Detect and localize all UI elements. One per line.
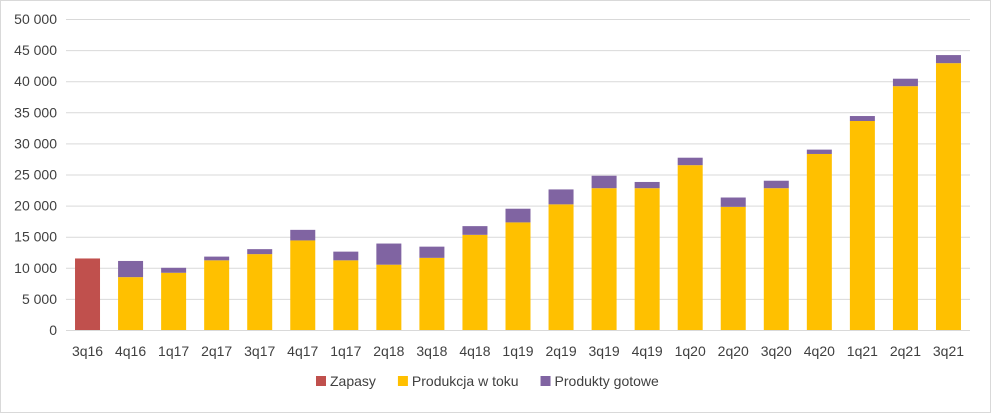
bar-segment	[634, 181, 660, 189]
bar-segment	[161, 272, 187, 330]
bar-segment	[204, 256, 230, 261]
x-tick-label: 2q19	[545, 343, 576, 359]
bar-segment	[935, 55, 961, 64]
x-tick-label: 2q17	[201, 343, 232, 359]
bar-segment	[247, 254, 273, 330]
x-tick-label: 4q16	[115, 343, 146, 359]
x-tick-label: 4q20	[804, 343, 835, 359]
bar-segment	[204, 260, 230, 330]
bar-segment	[333, 260, 359, 330]
bar-segment	[462, 226, 488, 235]
y-axis-ticks: 0 5 000 10 000 15 000 20 000 25 000 30 000 35 0…	[14, 11, 57, 338]
bar-segment	[118, 277, 144, 330]
x-tick-label: 1q17	[158, 343, 189, 359]
x-tick-label: 2q18	[373, 343, 404, 359]
bar-segment	[849, 116, 875, 122]
y-tick-label: 40 000	[14, 73, 57, 89]
y-tick-label: 5 000	[22, 291, 57, 307]
y-tick-label: 25 000	[14, 167, 57, 183]
bar-segment	[548, 189, 574, 205]
bar-segment	[118, 260, 144, 278]
bar-segment	[849, 121, 875, 331]
bar-segment	[333, 251, 359, 261]
bar-segment	[161, 267, 187, 273]
x-tick-label: 3q21	[933, 343, 964, 359]
y-tick-label: 50 000	[14, 11, 57, 27]
y-tick-label: 35 000	[14, 104, 57, 120]
bar-segment	[247, 249, 273, 255]
legend-label: Zapasy	[330, 373, 376, 389]
x-tick-label: 4q19	[632, 343, 663, 359]
bar-segment	[720, 197, 746, 207]
legend-swatch	[540, 376, 551, 386]
y-tick-label: 20 000	[14, 198, 57, 214]
x-tick-label: 3q20	[761, 343, 792, 359]
bar-segment	[763, 180, 789, 189]
bar-segment	[290, 240, 316, 330]
x-tick-label: 2q21	[890, 343, 921, 359]
x-tick-label: 3q17	[244, 343, 275, 359]
bar-segment	[419, 246, 445, 258]
bar-segment	[677, 165, 703, 330]
bar-segment	[75, 258, 101, 330]
legend-label: Produkty gotowe	[555, 373, 659, 389]
legend-swatch	[316, 376, 326, 386]
bar-segment	[462, 234, 488, 330]
legend: Zapasy Produkcja w toku Produkty gotowe	[316, 373, 659, 389]
bar-segment	[806, 149, 832, 154]
bar-segment	[548, 204, 574, 330]
x-tick-label: 1q21	[847, 343, 878, 359]
x-tick-label: 3q16	[72, 343, 103, 359]
y-tick-label: 0	[49, 322, 57, 338]
y-tick-label: 10 000	[14, 260, 57, 276]
bar-segment	[591, 175, 617, 189]
bar-segment	[634, 188, 660, 330]
bar-segment	[376, 243, 402, 265]
x-axis-ticks: 3q16 4q16 1q17 2q17 3q17 4q17 1q17 2q18 3q18 4q18…	[72, 343, 964, 359]
x-tick-label: 3q19	[589, 343, 620, 359]
x-tick-label: 3q18	[416, 343, 447, 359]
bar-segment	[419, 257, 445, 330]
bars	[75, 55, 961, 331]
bar-segment	[376, 264, 402, 330]
y-tick-label: 30 000	[14, 135, 57, 151]
bar-segment	[677, 157, 703, 166]
bar-segment	[763, 188, 789, 330]
legend-swatch	[397, 376, 408, 386]
bar-segment	[720, 206, 746, 330]
bar-segment	[892, 86, 918, 331]
bar-segment	[892, 78, 918, 87]
legend-label: Produkcja w toku	[412, 373, 519, 389]
x-tick-label: 2q20	[718, 343, 749, 359]
x-tick-label: 4q17	[287, 343, 318, 359]
x-tick-label: 1q19	[502, 343, 533, 359]
bar-segment	[935, 63, 961, 331]
x-tick-label: 4q18	[459, 343, 490, 359]
bar-segment	[591, 188, 617, 330]
bar-segment	[505, 222, 531, 330]
x-tick-label: 1q17	[330, 343, 361, 359]
bar-segment	[290, 229, 316, 241]
y-tick-label: 45 000	[14, 42, 57, 58]
x-tick-label: 1q20	[675, 343, 706, 359]
bar-segment	[806, 153, 832, 330]
y-tick-label: 15 000	[14, 229, 57, 245]
bar-segment	[505, 208, 531, 223]
